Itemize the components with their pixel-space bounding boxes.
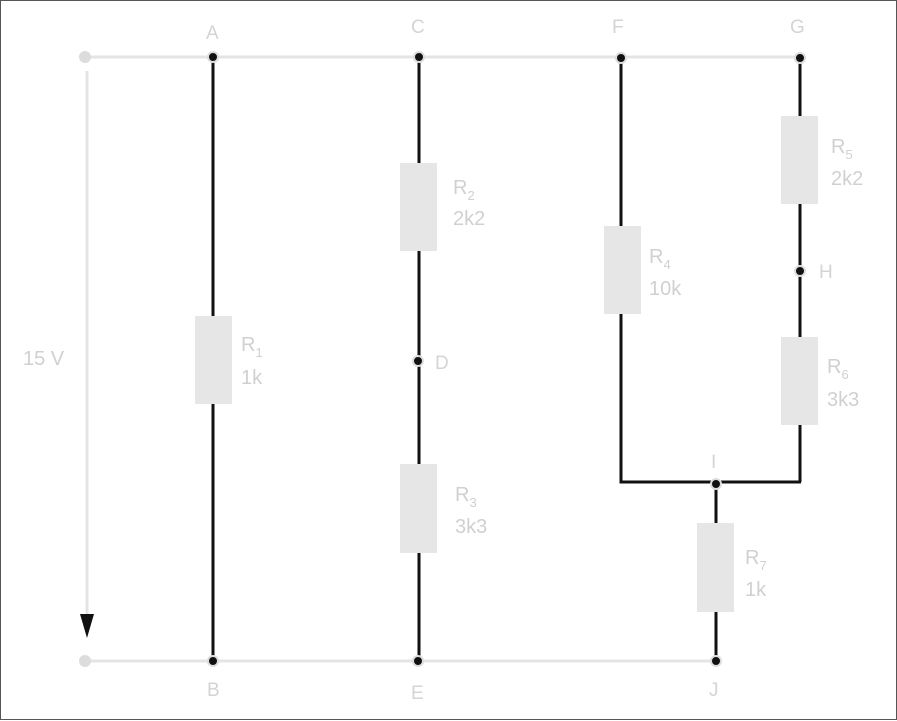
resistor-r3 [400,464,437,553]
node-d-label: D [435,353,449,374]
r6-name: R6 [827,356,849,382]
r7-value: 1k [745,579,767,601]
resistor-r6 [781,337,818,425]
node-c-dot [413,51,425,63]
node-e-label: E [411,683,424,704]
node-g-label: G [790,17,805,38]
node-a-dot [207,51,219,63]
node-j-dot [710,655,722,667]
r1-name: R1 [241,334,263,360]
resistor-r5 [781,116,818,204]
r4-value: 10k [649,278,682,300]
voltage-label: 15 V [23,348,65,370]
node-f-label: F [612,17,624,38]
r4-name: R4 [649,246,671,272]
node-i-label: I [711,452,716,473]
r7-name: R7 [745,547,767,573]
node-e-dot [412,655,424,667]
node-g-dot [794,52,806,64]
resistor-r4 [604,226,641,314]
r2-name: R2 [453,177,475,203]
r3-name: R3 [455,484,477,510]
node-b-label: B [207,680,220,701]
wire-f-i [619,57,801,484]
resistor-r2 [400,163,437,251]
r6-value: 3k3 [827,389,859,411]
node-j-label: J [709,680,719,701]
voltage-arrow-head [80,614,94,638]
node-c-label: C [411,17,425,38]
terminal-bottom [79,655,91,667]
node-f-dot [615,52,627,64]
r3-value: 3k3 [455,516,487,538]
terminal-top [79,51,91,63]
node-i-dot [710,478,722,490]
resistor-r7 [697,523,734,612]
r5-value: 2k2 [831,168,863,190]
r1-value: 1k [241,367,263,389]
r2-value: 2k2 [453,208,485,230]
node-d-dot [412,355,424,367]
node-h-dot [794,265,806,277]
node-a-label: A [206,23,219,44]
node-h-label: H [819,262,833,283]
node-b-dot [207,655,219,667]
resistor-r1 [195,316,232,404]
r5-name: R5 [831,136,853,162]
